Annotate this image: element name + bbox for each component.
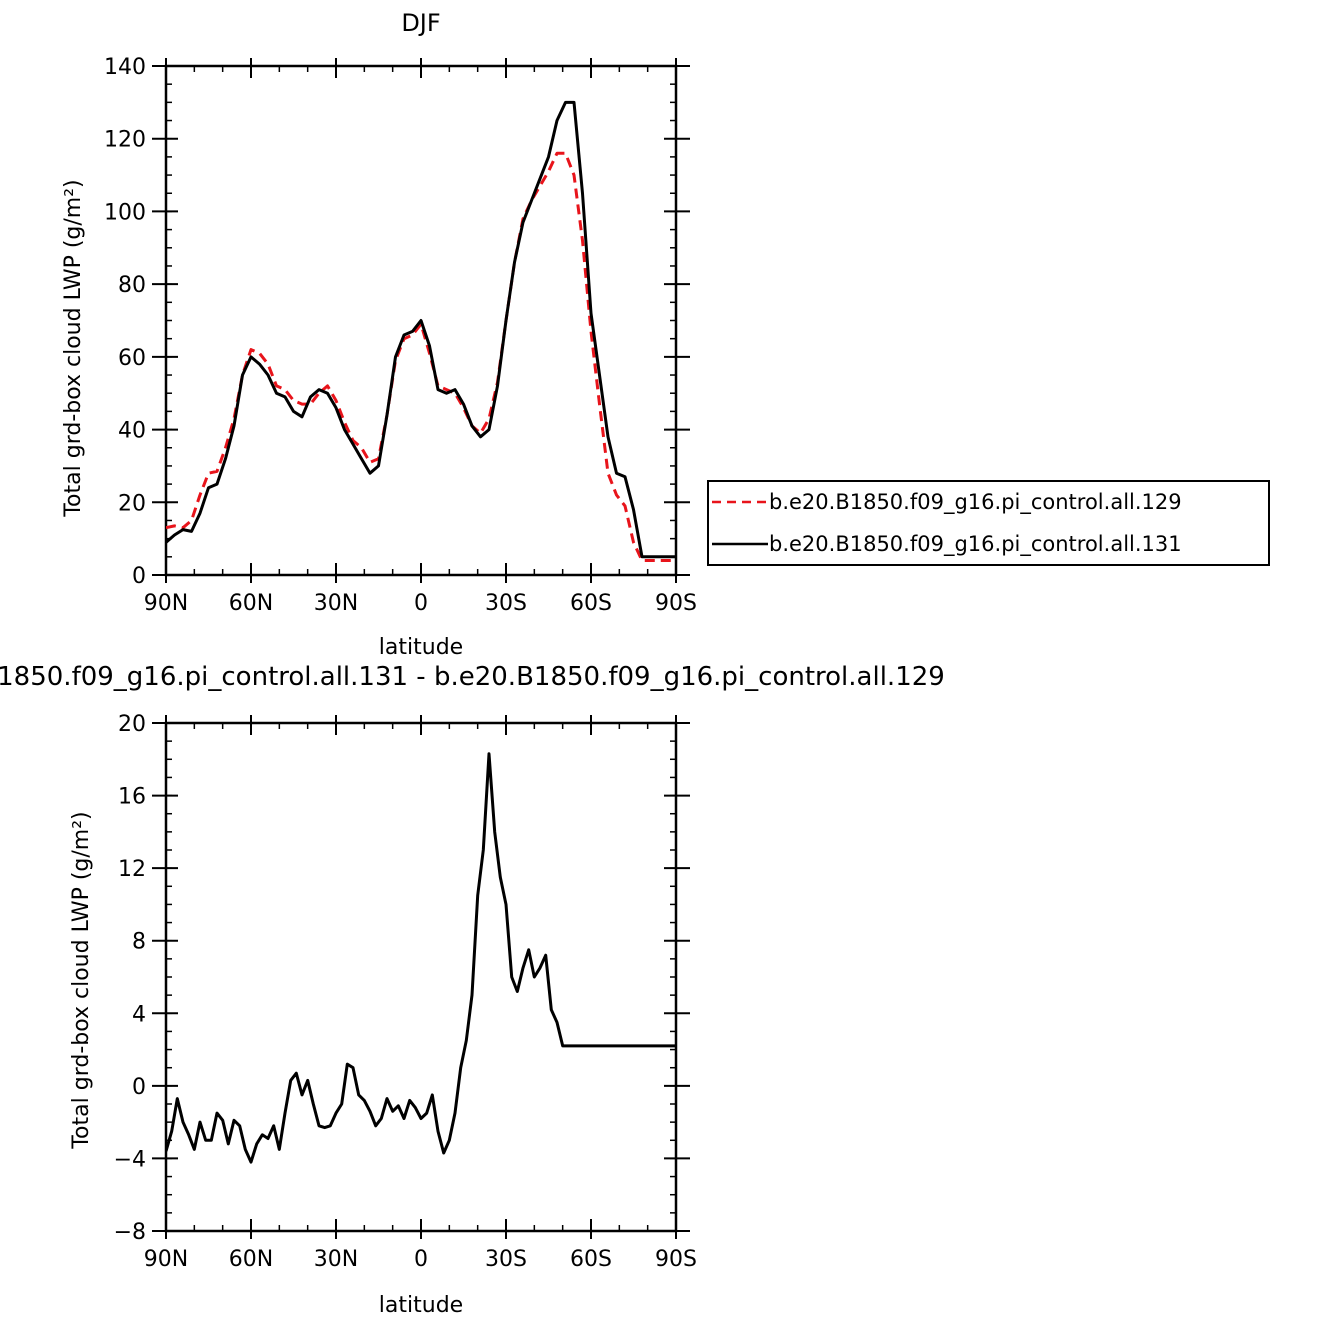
y-tick-label: 20 <box>118 491 146 516</box>
y-tick-label: 0 <box>132 564 146 589</box>
x-tick-label: 90N <box>144 591 188 616</box>
legend-entry-131: b.e20.B1850.f09_g16.pi_control.all.131 <box>769 532 1182 557</box>
chart-2-y-axis-label: Total grd-box cloud LWP (g/m²) <box>69 811 94 1149</box>
x-tick-label: 90S <box>655 591 697 616</box>
legend: b.e20.B1850.f09_g16.pi_control.all.129 b… <box>707 480 1270 566</box>
y-tick-label: 20 <box>118 712 146 737</box>
y-tick-label: 40 <box>118 419 146 444</box>
y-tick-label: 120 <box>104 128 146 153</box>
y-tick-label: −4 <box>114 1147 146 1172</box>
y-tick-label: −8 <box>114 1220 146 1245</box>
y-tick-label: 80 <box>118 273 146 298</box>
chart-2-title: b.e20.B1850.f09_g16.pi_control.all.131 -… <box>0 662 945 692</box>
x-tick-label: 30N <box>314 1247 358 1272</box>
y-tick-label: 60 <box>118 346 146 371</box>
chart-1-title: DJF <box>401 9 440 37</box>
chart-1-x-axis-label: latitude <box>379 635 463 660</box>
x-tick-label: 90S <box>655 1247 697 1272</box>
x-tick-label: 60N <box>229 591 273 616</box>
x-tick-label: 30S <box>485 1247 527 1272</box>
x-tick-label: 60S <box>570 591 612 616</box>
y-tick-label: 140 <box>104 55 146 80</box>
y-tick-label: 16 <box>118 785 146 810</box>
x-tick-label: 60N <box>229 1247 273 1272</box>
chart-1-series-1-line <box>166 151 676 562</box>
x-tick-label: 30N <box>314 591 358 616</box>
chart-2-plot-frame <box>164 721 678 1233</box>
chart-2-series-1-line <box>166 752 676 1164</box>
chart-2-x-axis-label: latitude <box>379 1293 463 1318</box>
legend-entry-129: b.e20.B1850.f09_g16.pi_control.all.129 <box>769 490 1182 515</box>
y-tick-label: 12 <box>118 857 146 882</box>
x-tick-label: 0 <box>414 591 428 616</box>
y-tick-label: 100 <box>104 200 146 225</box>
x-tick-label: 60S <box>570 1247 612 1272</box>
x-tick-label: 0 <box>414 1247 428 1272</box>
legend-box <box>707 480 1270 566</box>
y-tick-label: 4 <box>132 1002 146 1027</box>
chart-2: 90N 60N 30N 0 30S 60S 90S −8 −4 0 4 8 12 16 20 <box>114 712 697 1272</box>
y-tick-label: 0 <box>132 1075 146 1100</box>
y-tick-label: 8 <box>132 930 146 955</box>
x-tick-label: 90N <box>144 1247 188 1272</box>
chart-1-y-axis-label: Total grd-box cloud LWP (g/m²) <box>61 179 86 517</box>
chart-1: 90N 60N 30N 0 30S 60S 90S 0 20 40 60 80 100 120 140 <box>104 55 697 616</box>
x-tick-label: 30S <box>485 591 527 616</box>
chart-1-series-2-line <box>166 100 676 559</box>
